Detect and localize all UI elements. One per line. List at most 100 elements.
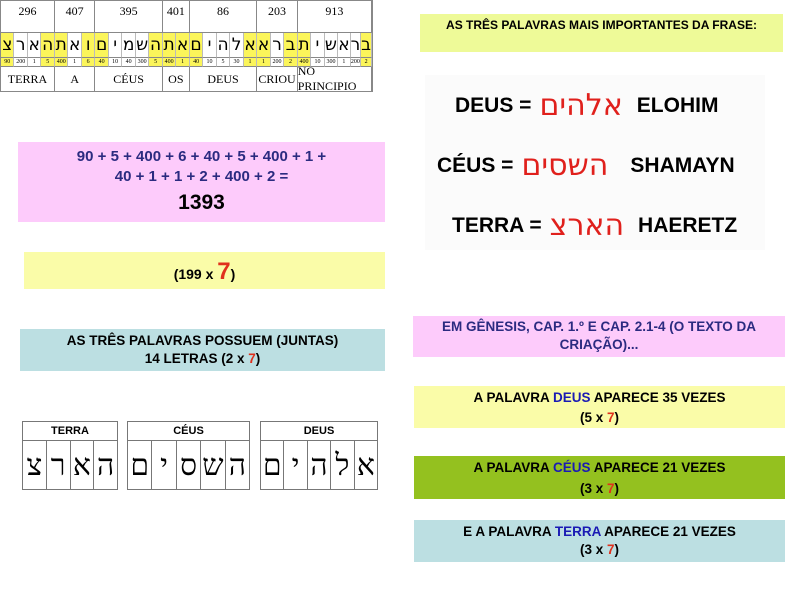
letter-value: 5 — [41, 58, 55, 67]
eq-word: CÉUS = — [437, 153, 514, 177]
eq-word: TERRA = — [452, 213, 542, 237]
text: ) — [614, 410, 620, 425]
hebrew-letter: ל — [230, 33, 244, 58]
hebrew-letter: א — [356, 447, 375, 483]
hebrew-letter: ם — [128, 441, 153, 489]
hebrew-letter: ש — [135, 33, 150, 58]
hebrew-letter: ה — [149, 33, 163, 58]
hebrew-letter: מ — [122, 33, 136, 58]
hebrew-letter: ב — [361, 33, 372, 58]
hebrew-letter: י — [152, 441, 177, 489]
hebrew-letter: ת — [54, 33, 69, 58]
eq-word: DEUS = — [455, 93, 532, 117]
word-label: CÉUS — [95, 67, 163, 91]
word-sum: 407 — [54, 1, 96, 33]
letter-value: 400 — [54, 58, 69, 67]
highlight-word: CÉUS — [552, 460, 591, 475]
hebrew-letter: ת — [162, 33, 177, 58]
letter-value: 40 — [189, 58, 204, 67]
word-sum: 395 — [95, 1, 163, 33]
letter-value: 1 — [27, 58, 42, 67]
hebrew-letter: ו — [81, 33, 96, 58]
equations-panel — [425, 75, 765, 250]
word-label: CRIOU — [257, 67, 298, 91]
hebrew-letter: י — [311, 33, 325, 58]
hebrew-letter: ש — [324, 33, 339, 58]
text: APARECE 21 VEZES — [600, 524, 736, 539]
hebrew-letter: ב — [284, 33, 298, 58]
letter-value: 1 — [176, 58, 190, 67]
hebrew-letter: י — [284, 441, 308, 489]
letter-value: 300 — [324, 58, 339, 67]
eq-translit: ELOHIM — [636, 93, 719, 117]
hebrew-letter: ת — [297, 33, 312, 58]
equation-terra: TERRA = הארצ HAERETZ — [452, 208, 737, 243]
text: APARECE 35 VEZES — [590, 390, 726, 405]
hebrew-letter: א — [68, 33, 82, 58]
text: ) — [614, 481, 620, 496]
hebrew-letter: צ — [23, 441, 47, 489]
text: (3 x — [579, 481, 607, 496]
word-label: NO PRINCIPIO — [298, 64, 372, 93]
hebrew-letter: א — [338, 33, 351, 58]
hebrew-letter: ש — [201, 441, 226, 489]
hebrew-letter: ר — [270, 33, 285, 58]
title-box: AS TRÊS PALAVRAS MAIS IMPORTANTES DA FRA… — [420, 14, 783, 52]
letter-value: 90 — [1, 58, 15, 67]
letter-value: 5 — [216, 58, 231, 67]
sum-total: 1393 — [178, 191, 225, 214]
factor-prefix: (199 x — [173, 266, 218, 282]
hebrew-letter: י — [203, 33, 217, 58]
letter-value: 10 — [311, 58, 325, 67]
genesis-box: EM GÊNESIS, CAP. 1.º E CAP. 2.1-4 (O TEX… — [413, 316, 785, 357]
letters-line-2: 14 LETRAS (2 x — [144, 351, 249, 366]
word-sum: 296 — [1, 1, 55, 33]
letter-value: 2 — [361, 58, 372, 67]
eq-hebrew: הארצ — [549, 208, 625, 243]
letters-suffix: ) — [255, 351, 261, 366]
word-label: OS — [163, 67, 190, 91]
letter-value: 1 — [257, 58, 271, 67]
gematria-table: 296 צ 90 ר 200 א 1 ה 5 TERRA 407 ת 400 א 1 ו 6 A 395 ם 40 י 10… — [0, 0, 373, 93]
letter-value: 300 — [135, 58, 150, 67]
eq-translit: SHAMAYN — [630, 153, 735, 177]
sum-line-2: 40 + 1 + 1 + 2 + 400 + 2 = — [114, 168, 289, 185]
hebrew-letter: ה — [308, 441, 332, 489]
seven: 7 — [248, 351, 256, 366]
word-label: TERRA — [1, 67, 55, 91]
word-table-terra: TERRA צ ר א ה — [22, 421, 118, 490]
letter-value: 1 — [243, 58, 258, 67]
word-sum: 401 — [162, 1, 190, 33]
text: A PALAVRA — [473, 460, 553, 475]
title-text: AS TRÊS PALAVRAS MAIS IMPORTANTES DA FRA… — [446, 18, 757, 32]
highlight-word: DEUS — [552, 390, 591, 405]
hebrew-letter: ל — [331, 441, 355, 489]
hebrew-letter: ר — [47, 441, 71, 489]
letter-value: 40 — [122, 58, 136, 67]
hebrew-letter: ה — [216, 33, 231, 58]
hebrew-letter: א — [71, 441, 95, 489]
hebrew-letter: ם — [261, 441, 285, 489]
factor-box: (199 x 7) — [24, 252, 385, 289]
letter-value: 6 — [81, 58, 96, 67]
letter-value: 1 — [338, 58, 351, 67]
word-sum: 86 — [189, 1, 258, 33]
letter-value: 10 — [203, 58, 217, 67]
letter-value: 200 — [14, 58, 28, 67]
text: A PALAVRA — [473, 390, 553, 405]
hebrew-letter: צ — [1, 33, 15, 58]
ceus-count-box: A PALAVRA CÉUS APARECE 21 VEZES (3 x 7) — [414, 456, 785, 499]
letter-value: 200 — [350, 58, 362, 67]
word-label: DEUS — [190, 67, 258, 91]
letters-count-box: AS TRÊS PALAVRAS POSSUEM (JUNTAS) 14 LET… — [20, 329, 385, 371]
sum-box: 90 + 5 + 400 + 6 + 40 + 5 + 400 + 1 + 40… — [18, 142, 385, 222]
letter-value: 400 — [162, 58, 177, 67]
text: (3 x — [579, 542, 607, 557]
eq-hebrew: השסים — [521, 148, 609, 183]
terra-count-box: E A PALAVRA TERRA APARECE 21 VEZES (3 x … — [414, 520, 785, 562]
genesis-text: EM GÊNESIS, CAP. 1.º E CAP. 2.1-4 (O TEX… — [441, 319, 757, 352]
letter-value: 200 — [270, 58, 285, 67]
hebrew-letter: י — [108, 33, 123, 58]
word-table-title: CÉUS — [128, 422, 249, 441]
letter-value: 40 — [95, 58, 109, 67]
